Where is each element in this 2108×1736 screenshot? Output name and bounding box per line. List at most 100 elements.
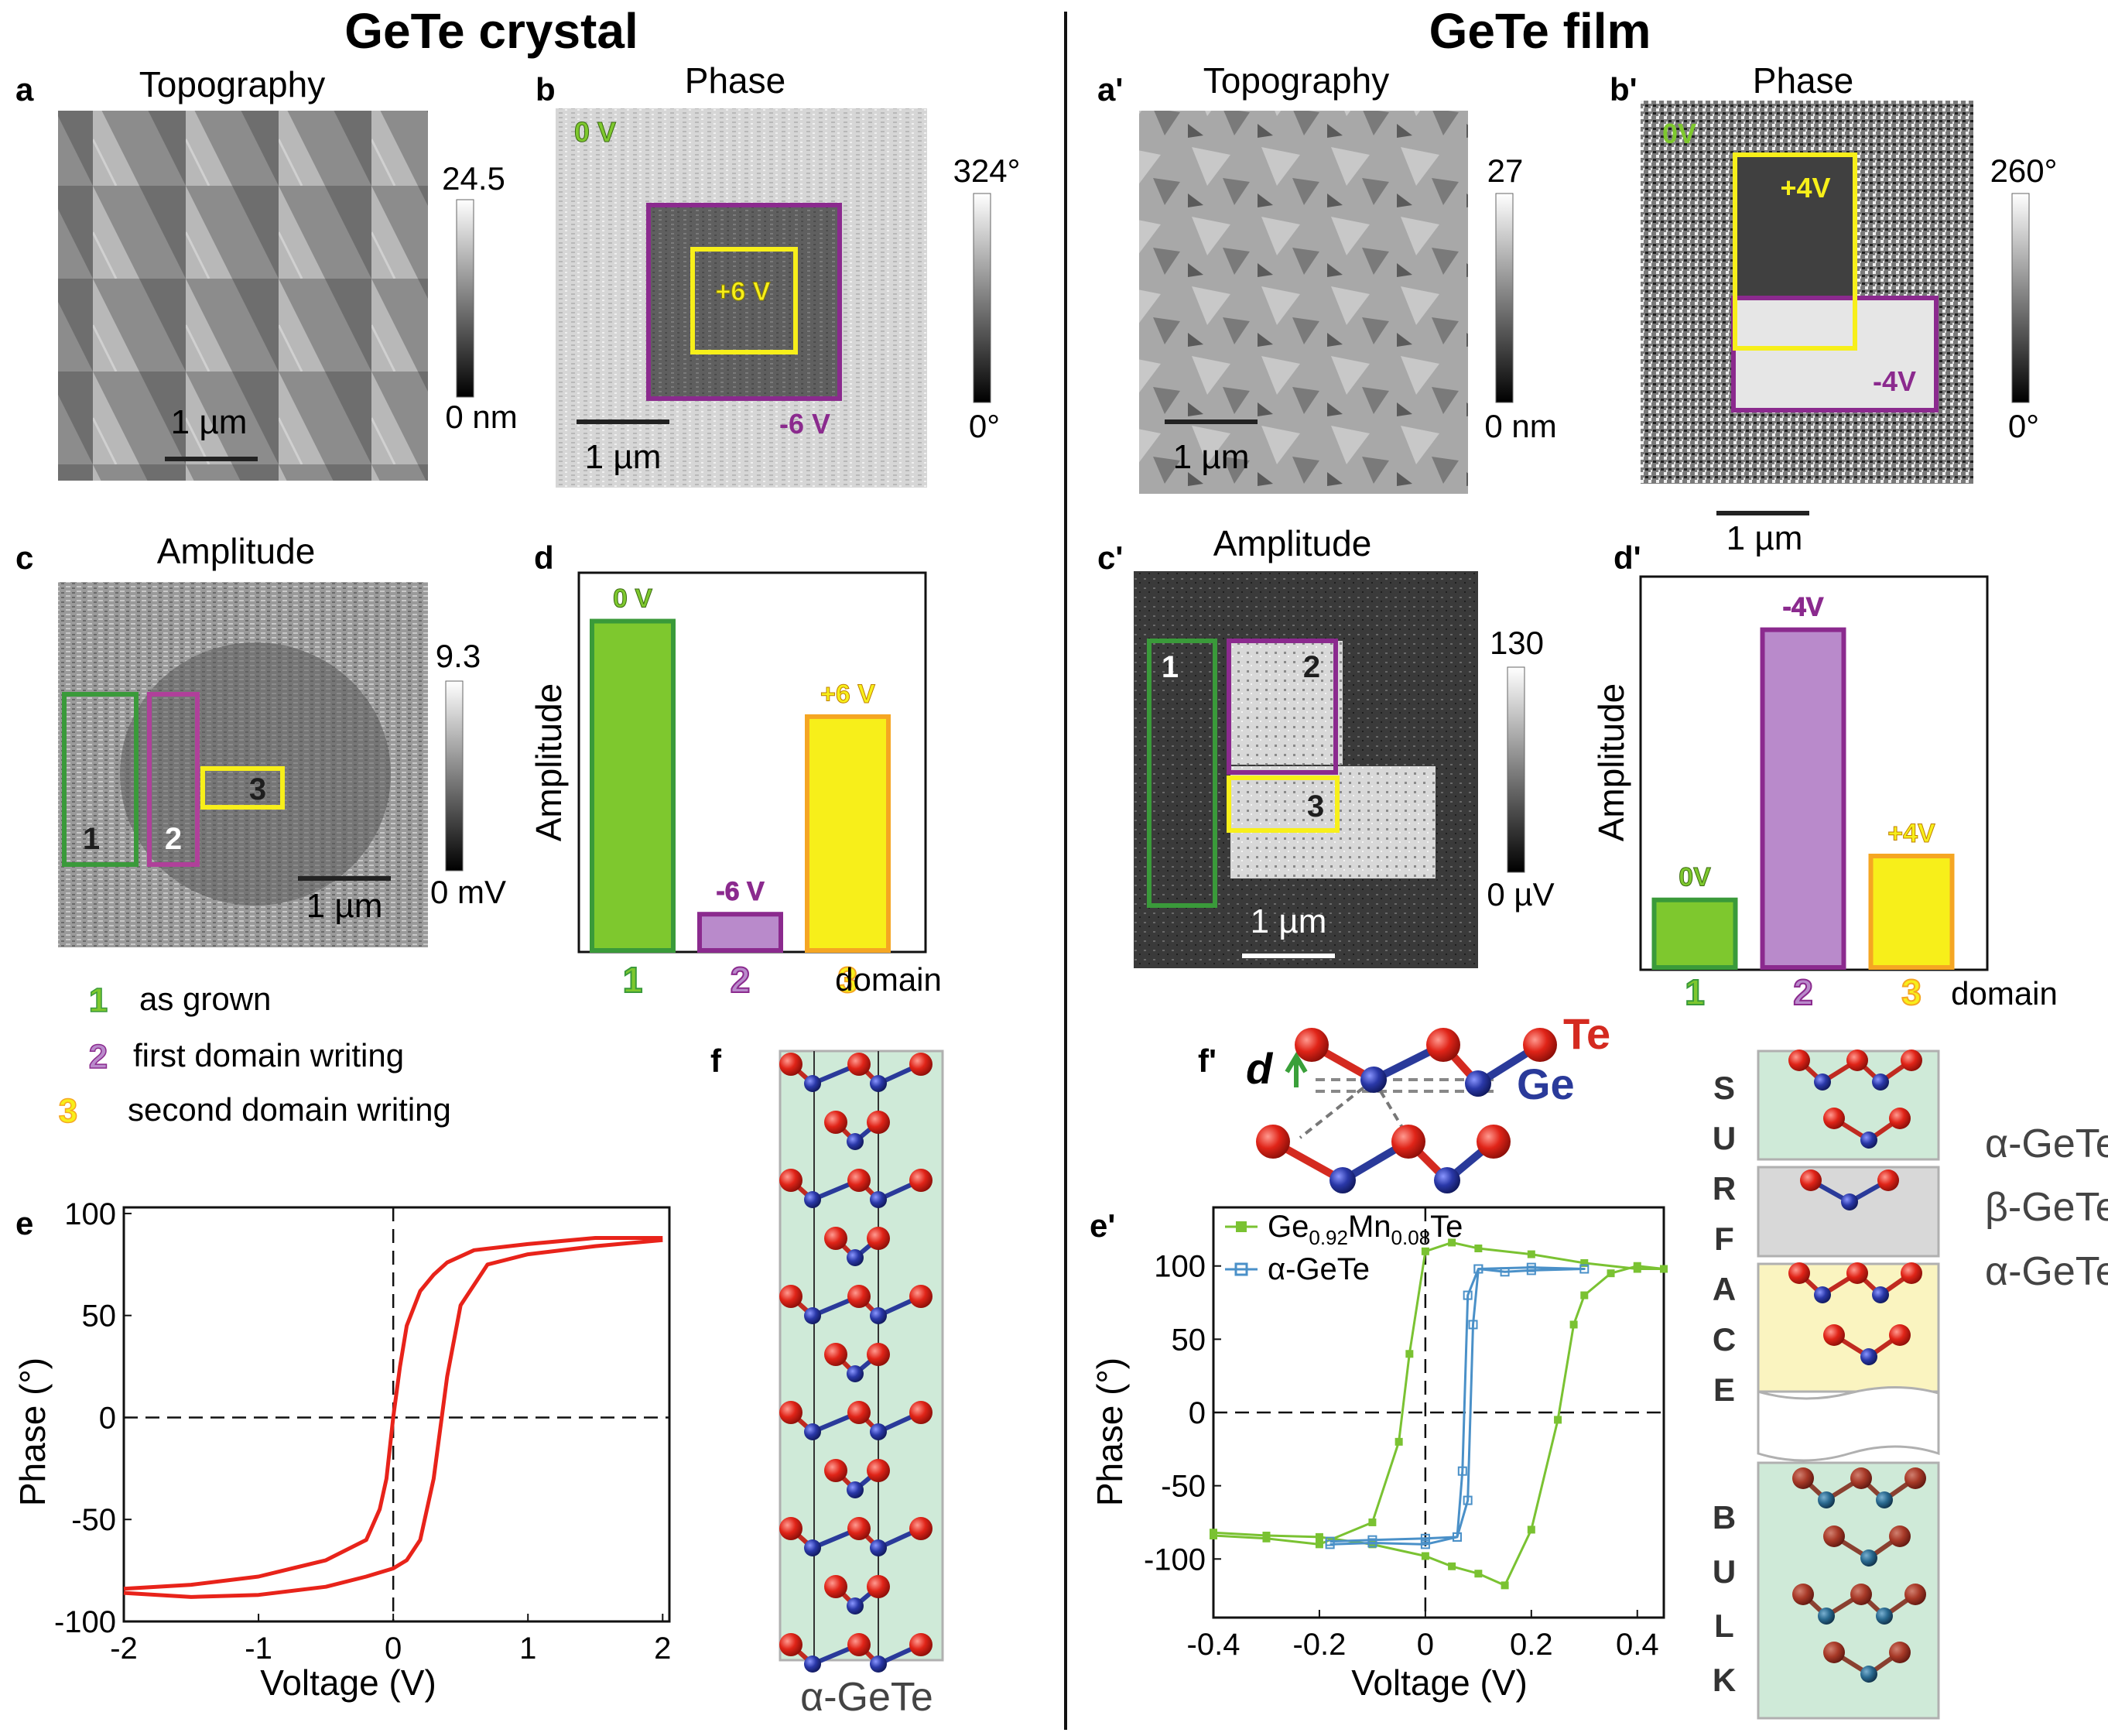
ge-atom: [847, 1365, 864, 1382]
ge-atom: [1860, 1549, 1877, 1567]
label-0v: 0 V: [574, 116, 616, 148]
bar-value-label: -4V: [1783, 593, 1824, 622]
te-atom: [1846, 1049, 1868, 1071]
domain-1-label: 1: [1162, 650, 1179, 684]
ge-atom: [847, 1249, 864, 1266]
scale-label: 1 µm: [1173, 438, 1250, 476]
te-atom: [867, 1111, 890, 1134]
te-atom: [1788, 1262, 1810, 1284]
te-atom: [1792, 1584, 1814, 1605]
point-marker: [1315, 1540, 1323, 1549]
scale-label: 1 µm: [1251, 902, 1327, 940]
y-tick-label: 100: [1154, 1250, 1206, 1284]
te-atom: [1823, 1324, 1845, 1346]
te-atom: [1901, 1262, 1922, 1284]
bright-region-3: [1230, 766, 1436, 878]
surface-letter: C: [1713, 1321, 1736, 1358]
ge-atom: [804, 1539, 821, 1556]
panel-b: b Phase 0 V +6 V -6 V 1 µm 324° 0°: [536, 60, 1020, 488]
legend-text-3: second domain writing: [128, 1091, 451, 1128]
point-marker: [1420, 1533, 1430, 1543]
panel-label: a: [15, 71, 34, 108]
point-marker: [1420, 1539, 1430, 1549]
colorbar-min: 0°: [2008, 408, 2039, 444]
legend-alpha: α-GeTe: [1268, 1252, 1370, 1286]
ge-atom: [1860, 1666, 1877, 1683]
point-marker: [1501, 1581, 1509, 1590]
x-tick-label: 1: [1685, 972, 1705, 1012]
ge-atom: [1860, 1132, 1877, 1149]
bar-1: [1651, 897, 1738, 971]
legend-num-2: 2: [89, 1038, 108, 1076]
te-atom: [824, 1227, 847, 1250]
ge-atom: [804, 1656, 821, 1673]
x-tick-label: 0.2: [1510, 1628, 1553, 1662]
te-atom: [824, 1343, 847, 1366]
y-tick-label: 50: [82, 1299, 117, 1334]
point-marker: [1463, 1495, 1473, 1505]
ge-atom: [870, 1539, 887, 1556]
x-tick-label: -0.4: [1187, 1628, 1241, 1662]
y-axis-label: Amplitude: [529, 683, 569, 842]
te-atom: [1877, 1169, 1899, 1191]
ge-atom: [1860, 1348, 1877, 1365]
x-tick-label: 1: [623, 960, 643, 1000]
layer-label-alpha-top: α-GeTe: [1985, 1121, 2108, 1166]
dark-region: [120, 642, 391, 906]
ge-atom: [870, 1307, 887, 1324]
point-marker: [1421, 1552, 1429, 1560]
layer-label-alpha-bottom: α-GeTe: [1985, 1249, 2108, 1294]
panel-label: d': [1614, 539, 1641, 576]
colorbar-max: 9.3: [436, 638, 481, 674]
box-plus: [690, 247, 798, 354]
displacement-d: d: [1246, 1044, 1274, 1093]
te-atom: [1823, 1525, 1845, 1547]
point-marker: [1315, 1532, 1323, 1541]
bar-value-label: +6 V: [820, 680, 875, 709]
x-tick-label: 0: [385, 1632, 402, 1666]
bar-value-label: 0 V: [613, 584, 652, 614]
surface-letter: U: [1713, 1120, 1736, 1156]
legend-text-1: as grown: [139, 981, 271, 1017]
te-atom: [909, 1633, 933, 1656]
alpha-gete-cell: [779, 1049, 944, 1662]
label-plus: +4V: [1780, 172, 1830, 204]
te-atom: [1889, 1525, 1911, 1547]
te-label: Te: [1563, 1009, 1610, 1058]
bulk-letter: U: [1713, 1553, 1736, 1590]
te-atom: [847, 1053, 871, 1076]
te-atom: [847, 1633, 871, 1656]
legend: Ge0.92Mn0.08Te α-GeTe: [1225, 1210, 1463, 1286]
panel-label: e: [15, 1205, 33, 1241]
bar-value-label: +4V: [1887, 819, 1935, 848]
point-marker: [1474, 1570, 1483, 1578]
te-atom: [1792, 1467, 1814, 1489]
scale-label: 1 µm: [585, 438, 662, 476]
surface-letter: R: [1713, 1170, 1736, 1207]
plot-frame: [1639, 575, 1989, 971]
colorbar-min: 0 nm: [445, 399, 517, 435]
panel-label: b: [536, 71, 556, 108]
y-tick-label: -50: [1161, 1470, 1206, 1504]
ge-atom: [1872, 1286, 1889, 1303]
box-2: [1227, 639, 1338, 775]
x-tick-label: -2: [110, 1632, 138, 1666]
bar-group: 0 V 1 -6 V 2 +6 V 3: [590, 584, 891, 1001]
y-tick-label: -100: [1144, 1543, 1206, 1577]
ge-atom: [1841, 1193, 1858, 1210]
te-atom: [1823, 1108, 1845, 1129]
te-atom: [909, 1053, 933, 1076]
ge-atom: [804, 1307, 821, 1324]
panel-label: c': [1097, 539, 1123, 576]
point-marker: [1262, 1534, 1271, 1543]
y-tick-label: 100: [64, 1197, 116, 1231]
x-tick-label: -1: [245, 1632, 272, 1666]
point-marker: [1579, 1264, 1590, 1274]
panel-title: Phase: [685, 60, 785, 101]
structure-caption: α-GeTe: [800, 1675, 933, 1720]
te-atom: [1889, 1324, 1911, 1346]
ge-label: Ge: [1517, 1060, 1575, 1108]
bar-3: [1868, 854, 1955, 970]
te-atom: [1800, 1169, 1822, 1191]
